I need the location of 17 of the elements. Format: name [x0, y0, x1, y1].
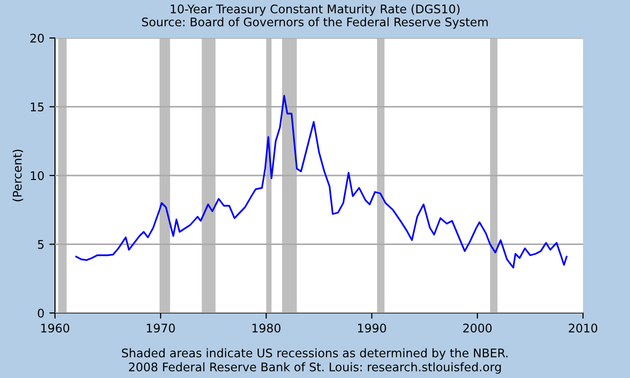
x-tick-label: 1960 — [41, 324, 70, 333]
x-tick-label: 2010 — [568, 324, 598, 333]
x-tick-label: 2000 — [463, 324, 492, 333]
text: 2008 Federal Reserve Bank of St. Louis: research.stlouisfed.org — [129, 362, 501, 374]
chart-subtitle: Source: Board of Governors of the Federal Reserve System — [142, 17, 488, 29]
line-series — [75, 94, 568, 268]
y-tick-label: 0 — [38, 308, 44, 318]
y-axis-title: (Percent) — [12, 150, 24, 202]
x-tick-label: 1990 — [358, 324, 386, 333]
y-tick-label: 10 — [30, 171, 44, 180]
text: Shaded areas indicate US recessions as determined by the NBER. — [122, 348, 508, 360]
x-tick-label: 1970 — [146, 324, 175, 333]
chart-title: 10-Year Treasury Constant Maturity Rate (DGS10) — [170, 4, 460, 16]
y-tick-label: 5 — [38, 240, 44, 249]
y-tick-label: 15 — [30, 102, 44, 112]
y-tick-label: 20 — [30, 34, 44, 43]
x-tick-label: 1980 — [252, 324, 280, 333]
